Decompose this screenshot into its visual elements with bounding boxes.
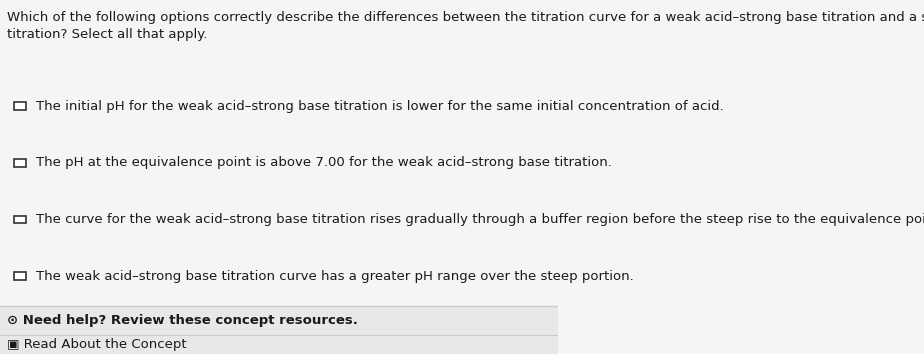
Text: The curve for the weak acid–strong base titration rises gradually through a buff: The curve for the weak acid–strong base … <box>36 213 924 226</box>
FancyBboxPatch shape <box>0 306 557 354</box>
FancyBboxPatch shape <box>14 102 26 110</box>
FancyBboxPatch shape <box>14 159 26 167</box>
Text: ⊙ Need help? Review these concept resources.: ⊙ Need help? Review these concept resour… <box>6 314 358 327</box>
FancyBboxPatch shape <box>14 216 26 223</box>
Text: Which of the following options correctly describe the differences between the ti: Which of the following options correctly… <box>6 11 924 41</box>
Text: ▣ Read About the Concept: ▣ Read About the Concept <box>6 338 187 350</box>
Text: The pH at the equivalence point is above 7.00 for the weak acid–strong base titr: The pH at the equivalence point is above… <box>36 156 612 169</box>
Text: The weak acid–strong base titration curve has a greater pH range over the steep : The weak acid–strong base titration curv… <box>36 270 634 282</box>
FancyBboxPatch shape <box>14 272 26 280</box>
Text: The initial pH for the weak acid–strong base titration is lower for the same ini: The initial pH for the weak acid–strong … <box>36 100 724 113</box>
